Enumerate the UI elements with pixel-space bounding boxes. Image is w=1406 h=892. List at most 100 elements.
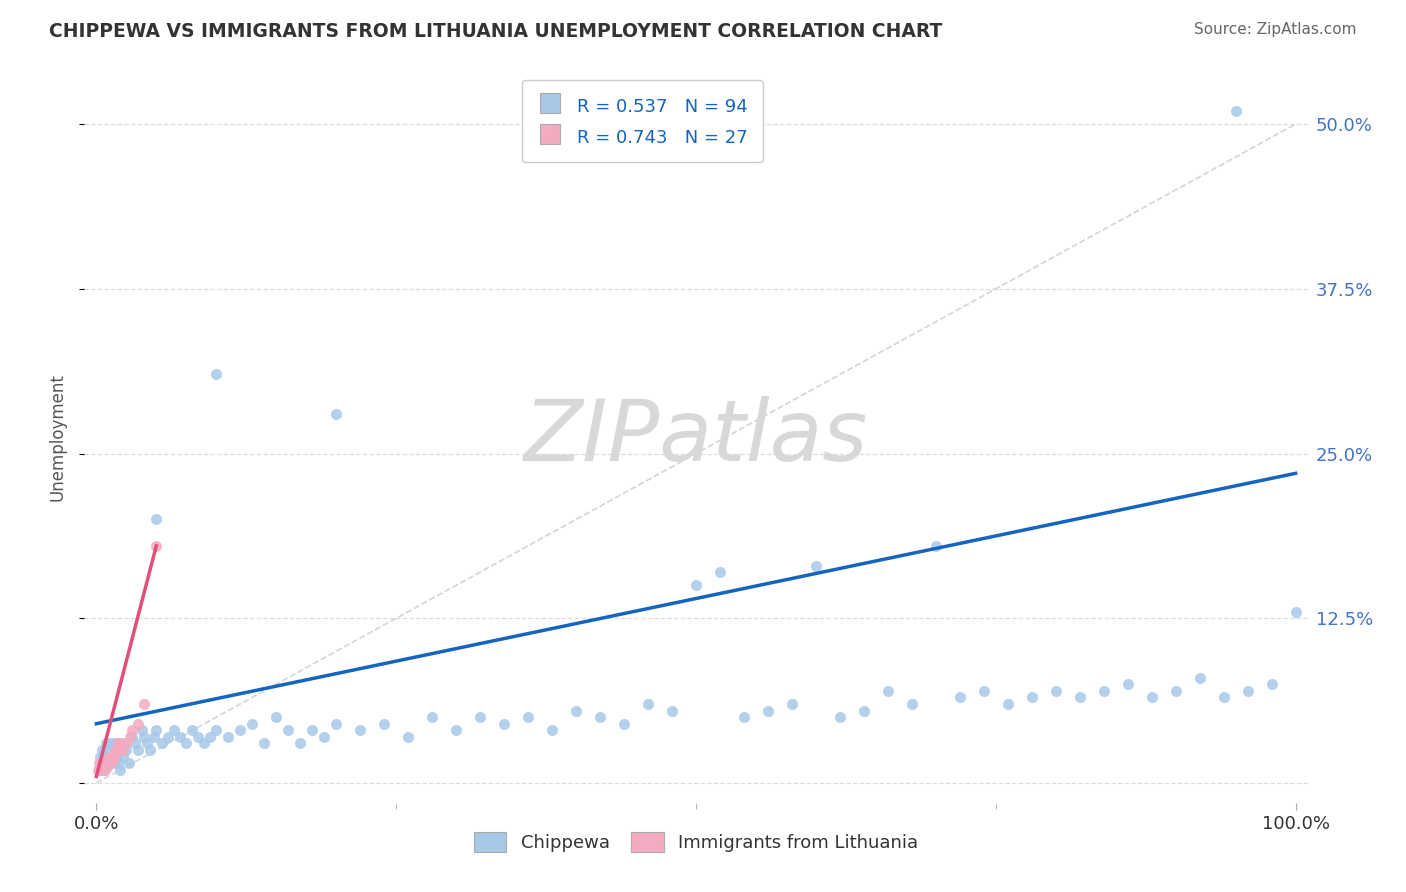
Point	[142, 730, 165, 744]
Point	[373, 716, 395, 731]
Point	[205, 723, 228, 738]
Point	[115, 743, 138, 757]
Point	[494, 716, 516, 731]
Point	[94, 737, 117, 751]
Point	[876, 683, 898, 698]
Point	[93, 763, 115, 777]
Point	[1236, 683, 1258, 698]
Point	[96, 760, 118, 774]
Point	[229, 723, 252, 738]
Point	[1284, 605, 1306, 619]
Point	[277, 723, 299, 738]
Text: ZIPatlas: ZIPatlas	[524, 395, 868, 479]
Point	[205, 368, 228, 382]
Point	[589, 710, 612, 724]
Point	[1260, 677, 1282, 691]
Point	[828, 710, 851, 724]
Point	[661, 704, 683, 718]
Point	[1116, 677, 1139, 691]
Point	[110, 737, 132, 751]
Point	[637, 697, 659, 711]
Point	[105, 749, 128, 764]
Point	[157, 730, 180, 744]
Point	[118, 756, 141, 771]
Point	[949, 690, 972, 705]
Point	[145, 539, 167, 553]
Point	[901, 697, 924, 711]
Point	[1069, 690, 1091, 705]
Point	[253, 737, 276, 751]
Point	[121, 723, 143, 738]
Point	[264, 710, 287, 724]
Point	[135, 737, 157, 751]
Point	[121, 730, 143, 744]
Point	[468, 710, 491, 724]
Point	[613, 716, 636, 731]
Point	[709, 565, 731, 579]
Point	[86, 763, 108, 777]
Point	[804, 558, 827, 573]
Point	[101, 749, 124, 764]
Text: CHIPPEWA VS IMMIGRANTS FROM LITHUANIA UNEMPLOYMENT CORRELATION CHART: CHIPPEWA VS IMMIGRANTS FROM LITHUANIA UN…	[49, 22, 942, 41]
Point	[1164, 683, 1187, 698]
Point	[124, 737, 146, 751]
Point	[112, 737, 135, 751]
Point	[105, 743, 128, 757]
Y-axis label: Unemployment: Unemployment	[48, 373, 66, 501]
Text: Source: ZipAtlas.com: Source: ZipAtlas.com	[1194, 22, 1357, 37]
Point	[780, 697, 803, 711]
Point	[98, 756, 121, 771]
Point	[925, 539, 948, 553]
Point	[541, 723, 564, 738]
Point	[565, 704, 588, 718]
Point	[108, 743, 131, 757]
Point	[90, 760, 112, 774]
Point	[111, 749, 134, 764]
Point	[181, 723, 204, 738]
Point	[163, 723, 186, 738]
Point	[134, 730, 156, 744]
Point	[103, 747, 125, 761]
Point	[756, 704, 779, 718]
Point	[97, 743, 120, 757]
Point	[145, 512, 167, 526]
Point	[973, 683, 995, 698]
Point	[444, 723, 467, 738]
Point	[150, 737, 173, 751]
Point	[1021, 690, 1043, 705]
Point	[685, 578, 707, 592]
Point	[100, 737, 122, 751]
Point	[115, 737, 138, 751]
Point	[87, 756, 110, 771]
Point	[98, 749, 121, 764]
Point	[997, 697, 1019, 711]
Point	[517, 710, 540, 724]
Point	[104, 737, 127, 751]
Point	[1140, 690, 1163, 705]
Point	[91, 743, 114, 757]
Point	[89, 763, 111, 777]
Point	[349, 723, 371, 738]
Point	[325, 407, 347, 421]
Legend: Chippewa, Immigrants from Lithuania: Chippewa, Immigrants from Lithuania	[467, 824, 925, 860]
Point	[108, 743, 131, 757]
Point	[325, 716, 347, 731]
Point	[103, 743, 125, 757]
Point	[301, 723, 323, 738]
Point	[93, 756, 115, 771]
Point	[733, 710, 755, 724]
Point	[852, 704, 875, 718]
Point	[217, 730, 239, 744]
Point	[200, 730, 222, 744]
Point	[396, 730, 419, 744]
Point	[240, 716, 263, 731]
Point	[131, 723, 153, 738]
Point	[107, 737, 129, 751]
Point	[91, 756, 114, 771]
Point	[139, 743, 162, 757]
Point	[96, 749, 118, 764]
Point	[290, 737, 312, 751]
Point	[111, 743, 134, 757]
Point	[97, 756, 120, 771]
Point	[187, 730, 209, 744]
